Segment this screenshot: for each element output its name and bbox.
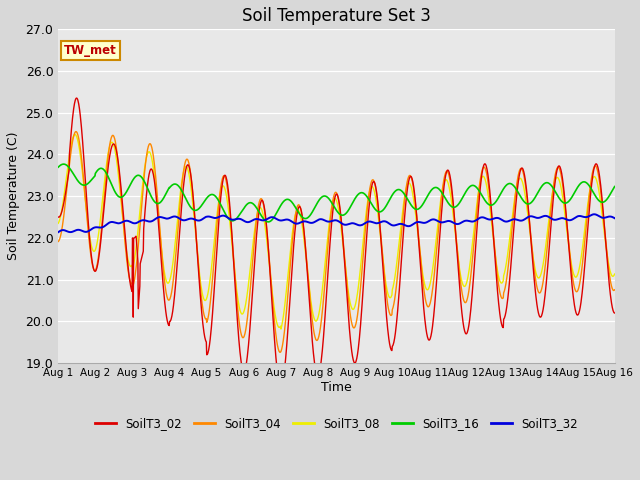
- SoilT3_32: [495, 216, 503, 221]
- Line: SoilT3_32: SoilT3_32: [58, 214, 614, 232]
- SoilT3_16: [264, 219, 272, 225]
- SoilT3_04: [497, 291, 504, 297]
- SoilT3_02: [241, 368, 248, 373]
- SoilT3_08: [241, 306, 248, 312]
- SoilT3_08: [179, 175, 186, 181]
- Legend: SoilT3_02, SoilT3_04, SoilT3_08, SoilT3_16, SoilT3_32: SoilT3_02, SoilT3_04, SoilT3_08, SoilT3_…: [90, 412, 583, 435]
- SoilT3_04: [179, 178, 186, 183]
- SoilT3_16: [179, 189, 186, 194]
- SoilT3_16: [424, 193, 431, 199]
- SoilT3_32: [545, 214, 552, 220]
- SoilT3_16: [60, 161, 67, 167]
- SoilT3_08: [611, 271, 618, 277]
- SoilT3_32: [590, 211, 598, 217]
- SoilT3_02: [277, 385, 285, 391]
- SoilT3_04: [611, 287, 618, 293]
- SoilT3_16: [611, 184, 618, 190]
- SoilT3_32: [164, 216, 172, 221]
- SoilT3_08: [71, 132, 79, 137]
- SoilT3_32: [241, 218, 248, 224]
- SoilT3_04: [276, 349, 284, 355]
- SoilT3_16: [54, 164, 62, 170]
- SoilT3_08: [497, 279, 504, 285]
- Y-axis label: Soil Temperature (C): Soil Temperature (C): [7, 132, 20, 261]
- Line: SoilT3_02: SoilT3_02: [58, 98, 614, 388]
- SoilT3_04: [165, 297, 173, 303]
- SoilT3_32: [423, 219, 431, 225]
- SoilT3_04: [545, 222, 553, 228]
- SoilT3_08: [165, 280, 173, 286]
- SoilT3_08: [424, 287, 431, 293]
- SoilT3_02: [54, 214, 62, 220]
- SoilT3_02: [545, 244, 553, 250]
- Title: Soil Temperature Set 3: Soil Temperature Set 3: [242, 7, 431, 25]
- X-axis label: Time: Time: [321, 381, 352, 394]
- SoilT3_16: [497, 192, 504, 198]
- SoilT3_08: [545, 214, 553, 219]
- Line: SoilT3_16: SoilT3_16: [58, 164, 614, 222]
- SoilT3_32: [178, 217, 186, 223]
- SoilT3_04: [54, 239, 62, 244]
- SoilT3_02: [611, 310, 618, 316]
- SoilT3_08: [54, 220, 62, 226]
- Text: TW_met: TW_met: [64, 44, 116, 57]
- Line: SoilT3_08: SoilT3_08: [58, 134, 614, 329]
- Line: SoilT3_04: SoilT3_04: [58, 132, 614, 352]
- SoilT3_02: [165, 323, 173, 328]
- SoilT3_04: [424, 303, 431, 309]
- SoilT3_16: [545, 180, 553, 186]
- SoilT3_02: [424, 334, 431, 340]
- SoilT3_04: [72, 129, 80, 134]
- SoilT3_02: [497, 313, 504, 319]
- SoilT3_02: [72, 95, 80, 101]
- SoilT3_02: [179, 195, 186, 201]
- SoilT3_32: [54, 229, 62, 235]
- SoilT3_04: [241, 332, 248, 338]
- SoilT3_32: [611, 216, 618, 221]
- SoilT3_16: [241, 204, 248, 210]
- SoilT3_08: [277, 326, 285, 332]
- SoilT3_16: [165, 185, 173, 191]
